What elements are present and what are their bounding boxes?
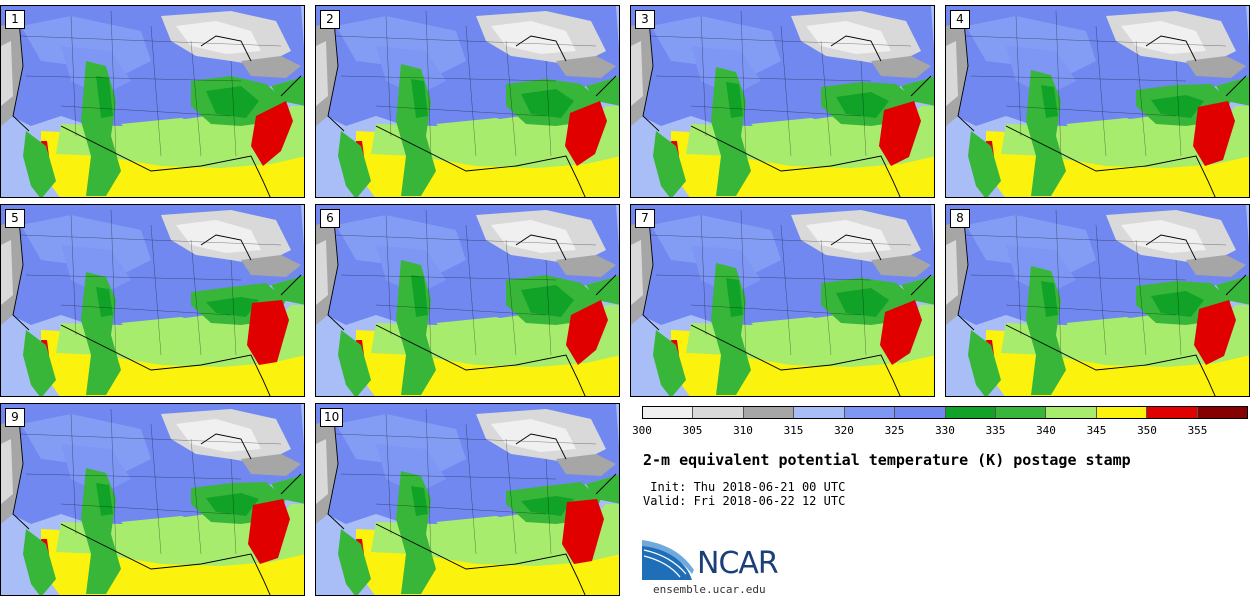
colorbar-segment — [1197, 407, 1248, 418]
colorbar-segment — [693, 407, 744, 418]
colorbar-tick-label: 320 — [834, 424, 854, 437]
ensemble-member-map: 9 — [0, 403, 305, 596]
ensemble-member-map: 6 — [315, 204, 620, 397]
colorbar-segment — [1046, 407, 1097, 418]
colorbar-tick-label: 330 — [935, 424, 955, 437]
ensemble-member-map: 7 — [630, 204, 935, 397]
member-label: 4 — [950, 10, 970, 29]
ensemble-member-map: 3 — [630, 5, 935, 198]
colorbar-tick-label: 315 — [783, 424, 804, 437]
colorbar-segment — [794, 407, 845, 418]
valid-time: Valid: Fri 2018-06-22 12 UTC — [643, 494, 846, 508]
member-label: 9 — [5, 408, 25, 427]
ensemble-member-map: 2 — [315, 5, 620, 198]
ensemble-member-map: 10 — [315, 403, 620, 596]
colorbar-tick-label: 305 — [682, 424, 703, 437]
member-label: 1 — [5, 10, 25, 29]
ensemble-member-map: 4 — [945, 5, 1250, 198]
colorbar-tick-label: 355 — [1187, 424, 1208, 437]
colorbar — [642, 406, 1248, 419]
colorbar-segment — [1147, 407, 1198, 418]
member-label: 3 — [635, 10, 655, 29]
member-label: 6 — [320, 209, 340, 228]
colorbar-tick-label: 300 — [632, 424, 652, 437]
ncar-logo-icon — [642, 540, 694, 580]
member-label: 8 — [950, 209, 970, 228]
colorbar-tick-label: 345 — [1086, 424, 1107, 437]
member-label: 7 — [635, 209, 655, 228]
colorbar-segment — [995, 407, 1047, 418]
site-url: ensemble.ucar.edu — [653, 583, 766, 596]
colorbar-tick-label: 335 — [985, 424, 1006, 437]
colorbar-segment — [844, 407, 896, 418]
member-label: 2 — [320, 10, 340, 29]
colorbar-segment — [743, 407, 795, 418]
member-label: 5 — [5, 209, 25, 228]
ncar-logo-text: NCAR — [697, 546, 779, 581]
ensemble-member-map: 5 — [0, 204, 305, 397]
init-time: Init: Thu 2018-06-21 00 UTC — [643, 480, 846, 494]
colorbar-tick-label: 340 — [1036, 424, 1056, 437]
ensemble-member-map: 8 — [945, 204, 1250, 397]
colorbar-segment — [945, 407, 996, 418]
ensemble-member-map: 1 — [0, 5, 305, 198]
member-label: 10 — [320, 408, 344, 427]
colorbar-tick-label: 310 — [733, 424, 753, 437]
colorbar-segment — [643, 407, 694, 418]
colorbar-segment — [895, 407, 946, 418]
colorbar-segment — [1096, 407, 1148, 418]
chart-title: 2-m equivalent potential temperature (K)… — [643, 451, 1131, 469]
colorbar-tick-label: 325 — [884, 424, 905, 437]
colorbar-tick-label: 350 — [1137, 424, 1157, 437]
